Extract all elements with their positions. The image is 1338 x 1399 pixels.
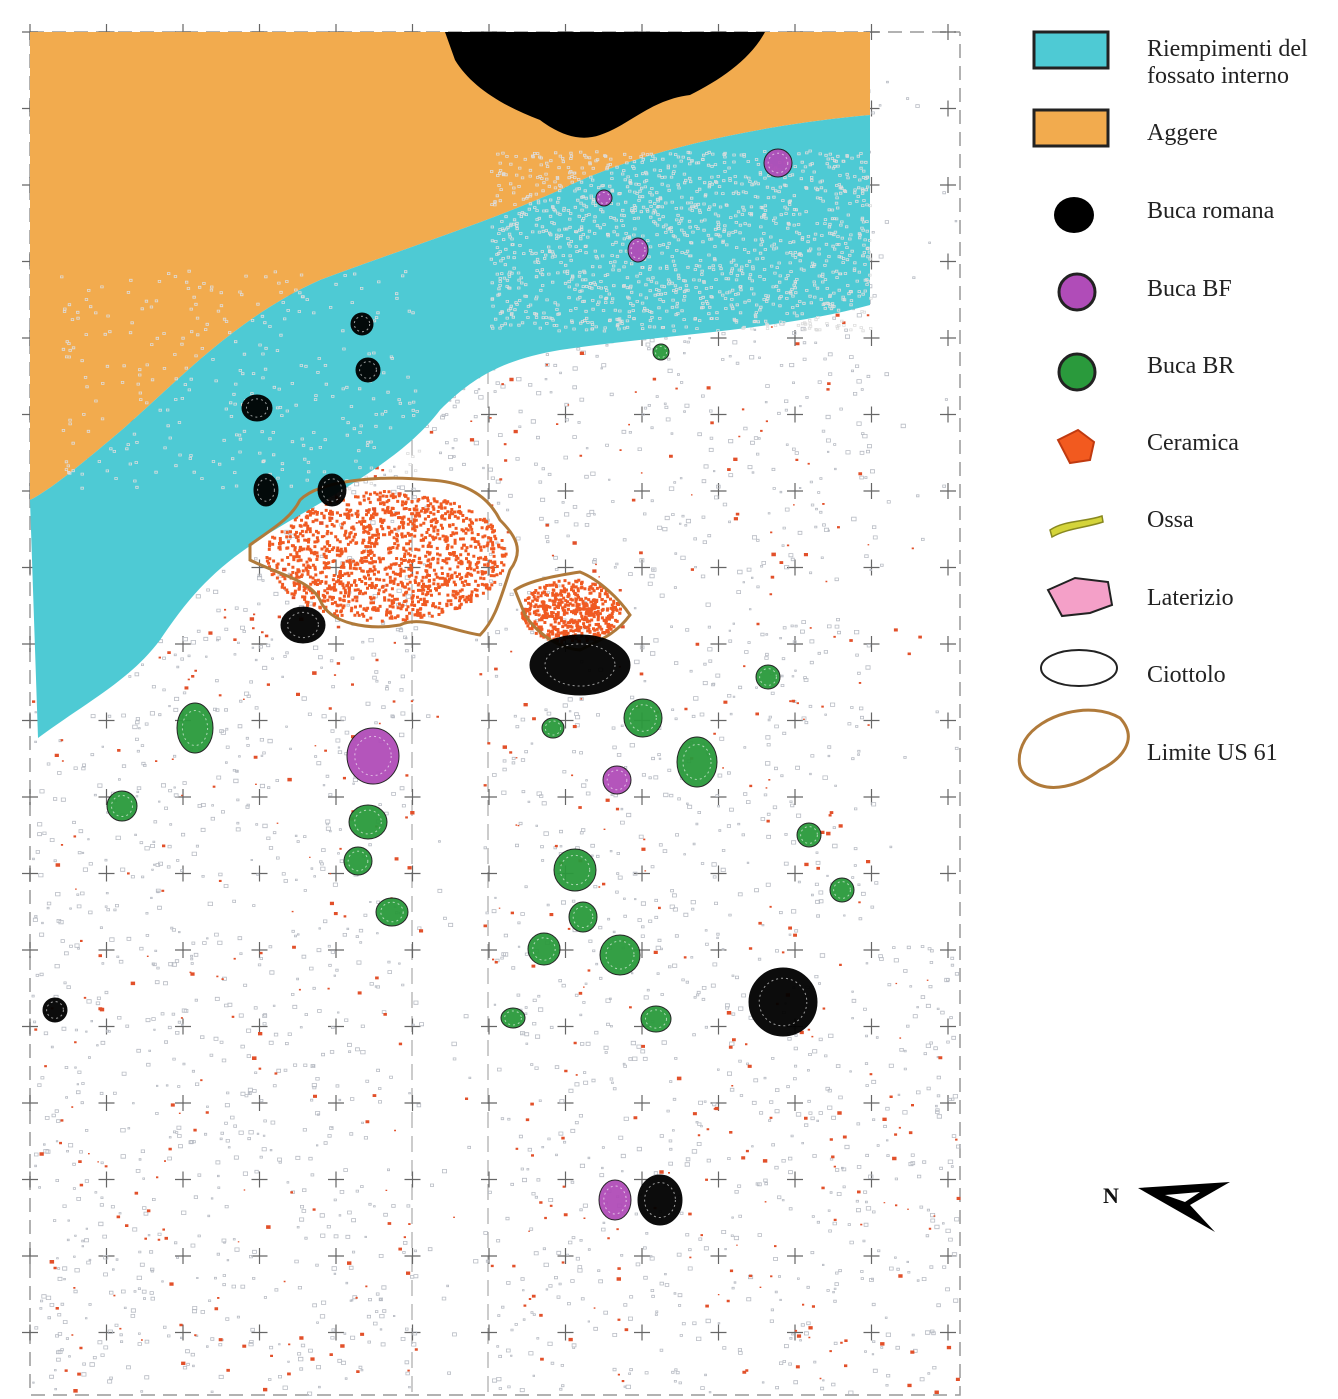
legend: Riempimenti del fossato interno Aggere B… (1017, 30, 1308, 789)
pit-texture (354, 809, 382, 835)
legend-swatch (1056, 428, 1096, 465)
legend-label: Buca BF (1147, 276, 1232, 302)
north-arrow: N (1103, 1182, 1230, 1232)
pit-texture (532, 937, 556, 961)
pit-texture (605, 940, 635, 970)
legend-swatch (1032, 108, 1110, 148)
pit-texture (767, 152, 789, 174)
pit-texture (644, 1182, 676, 1218)
legend-swatch (1040, 649, 1118, 687)
features (42, 148, 855, 1226)
pit-texture (359, 361, 377, 379)
pit-texture (833, 881, 851, 899)
pit-texture (606, 769, 628, 791)
pit-texture (682, 744, 712, 780)
pit-texture (645, 1009, 667, 1029)
pit-texture (572, 906, 594, 928)
legend-label: Limite US 61 (1147, 740, 1278, 766)
pit-texture (353, 315, 371, 333)
legend-swatch (1057, 272, 1097, 312)
deposits (30, 32, 870, 738)
pit-texture (629, 704, 657, 732)
legend-swatch (1017, 708, 1130, 789)
legend-label: Buca BR (1147, 353, 1234, 379)
pit-texture (597, 191, 611, 205)
ceramica-us61 (265, 490, 622, 645)
pit-texture (603, 1185, 627, 1215)
legend-swatch (1049, 514, 1104, 539)
pit (637, 1174, 683, 1226)
pit-texture (759, 668, 777, 686)
north-arrow-inner (1165, 1192, 1200, 1202)
fossato-area (30, 115, 870, 738)
pit-texture (257, 478, 275, 502)
pit (348, 804, 388, 840)
legend-label: Aggere (1147, 120, 1218, 146)
pit-texture (504, 1010, 522, 1026)
pit-texture (380, 901, 404, 923)
finds-overlay (60, 149, 873, 491)
pit-texture (287, 611, 319, 639)
north-arrow-shape (1138, 1182, 1230, 1232)
pit-texture (111, 795, 133, 817)
legend-swatch (1032, 30, 1110, 70)
fossato-debris (60, 149, 873, 491)
pit (253, 473, 279, 507)
pit-texture (321, 478, 343, 502)
pit-texture (354, 735, 392, 777)
pit-texture (246, 398, 268, 418)
legend-label: Ceramica (1147, 430, 1239, 456)
legend-label: Ciottolo (1147, 662, 1226, 688)
buca-romana-large (445, 32, 765, 138)
pit-texture (800, 826, 818, 844)
pit (602, 765, 632, 795)
pit-texture (46, 1001, 64, 1019)
legend-swatch (1057, 352, 1097, 392)
legend-label: Ossa (1147, 507, 1194, 533)
legend-label: Riempimenti del (1147, 36, 1308, 62)
legend-swatch (1046, 576, 1114, 618)
pit-texture (559, 854, 591, 886)
pit (343, 846, 373, 876)
pit (241, 394, 273, 422)
north-label: N (1103, 1183, 1119, 1208)
pit (763, 148, 793, 178)
pit-texture (630, 241, 646, 259)
pit-texture (544, 720, 562, 736)
legend-label: fossato interno (1147, 63, 1289, 89)
legend-swatch (1054, 197, 1094, 233)
pit-texture (654, 345, 668, 359)
pit-texture (347, 850, 369, 872)
aggere-area (30, 32, 870, 500)
pit-texture (758, 977, 808, 1027)
pit-texture (181, 710, 209, 746)
legend-label: Buca romana (1147, 198, 1275, 224)
pit-texture (544, 643, 616, 687)
legend-label: Laterizio (1147, 585, 1234, 611)
pit (640, 1005, 672, 1033)
